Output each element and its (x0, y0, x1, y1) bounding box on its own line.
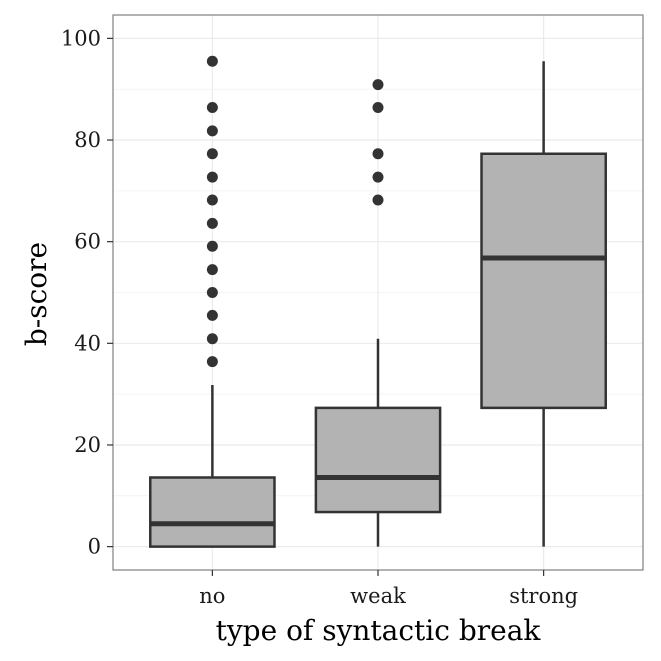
outlier-point (206, 102, 218, 113)
iqr-box (314, 406, 442, 514)
x-tick-label: weak (350, 584, 406, 608)
outlier-point (372, 148, 384, 160)
box-strong (480, 61, 607, 547)
iqr-box (480, 152, 607, 410)
y-tick-label: 20 (74, 433, 101, 457)
outlier-point (372, 102, 384, 113)
outlier-point (206, 240, 218, 252)
outlier-point (206, 171, 218, 183)
outlier-point (206, 194, 218, 206)
outlier-point (372, 171, 384, 183)
outlier-point (206, 264, 218, 276)
x-axis-title: type of syntactic break (216, 614, 542, 647)
outlier-point (372, 79, 384, 91)
outlier-point (206, 309, 218, 321)
box-no (149, 55, 276, 548)
outlier-point (372, 194, 384, 206)
outlier-point (206, 356, 218, 368)
y-tick-label: 0 (88, 535, 101, 559)
y-tick-label: 60 (74, 230, 101, 254)
y-axis-title: b-score (20, 242, 53, 346)
axes: 0 20 40 60 80 100 no weak strong (61, 26, 578, 608)
x-tick-label: strong (509, 584, 578, 608)
x-tick-label: no (199, 584, 225, 608)
outlier-point (206, 125, 218, 137)
outlier-point (206, 148, 218, 160)
outlier-point (206, 287, 218, 298)
y-tick-label: 100 (61, 26, 101, 50)
outlier-point (206, 55, 218, 67)
outlier-point (206, 217, 218, 229)
box-weak (314, 79, 442, 547)
y-tick-label: 80 (74, 128, 101, 152)
boxes (149, 55, 607, 548)
y-tick-label: 40 (74, 331, 101, 355)
iqr-box (149, 476, 276, 548)
outlier-point (206, 333, 218, 345)
